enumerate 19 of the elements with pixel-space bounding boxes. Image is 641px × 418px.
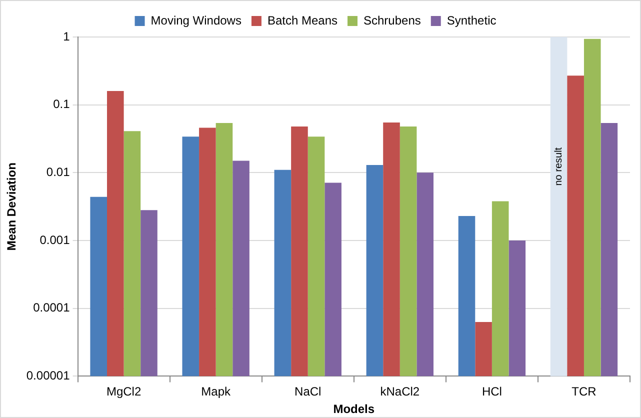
x-tick-label: TCR — [572, 384, 597, 399]
y-tick-label: 0.0001 — [33, 300, 70, 315]
x-tick-label: HCl — [482, 384, 502, 399]
y-tick-label: 0.001 — [40, 232, 70, 247]
y-tick-label: 0.1 — [53, 97, 70, 112]
x-tick-label: MgCl2 — [106, 384, 142, 399]
legend-label: Batch Means — [267, 13, 338, 28]
x-tick-label: Mapk — [201, 384, 232, 399]
legend-label: Moving Windows — [150, 13, 242, 28]
y-axis-title: Mean Deviation — [4, 162, 19, 251]
y-tick-label: 1 — [63, 29, 70, 44]
x-tick-label: kNaCl2 — [380, 384, 420, 399]
x-axis-title: Models — [333, 402, 375, 416]
x-tick-label: NaCl — [294, 384, 322, 399]
y-tick-label: 0.00001 — [26, 368, 70, 383]
legend-label: Synthetic — [446, 13, 496, 28]
y-tick-label: 0.01 — [46, 164, 70, 179]
band-label: no result — [554, 147, 565, 186]
legend-label: Schrubens — [364, 13, 421, 28]
